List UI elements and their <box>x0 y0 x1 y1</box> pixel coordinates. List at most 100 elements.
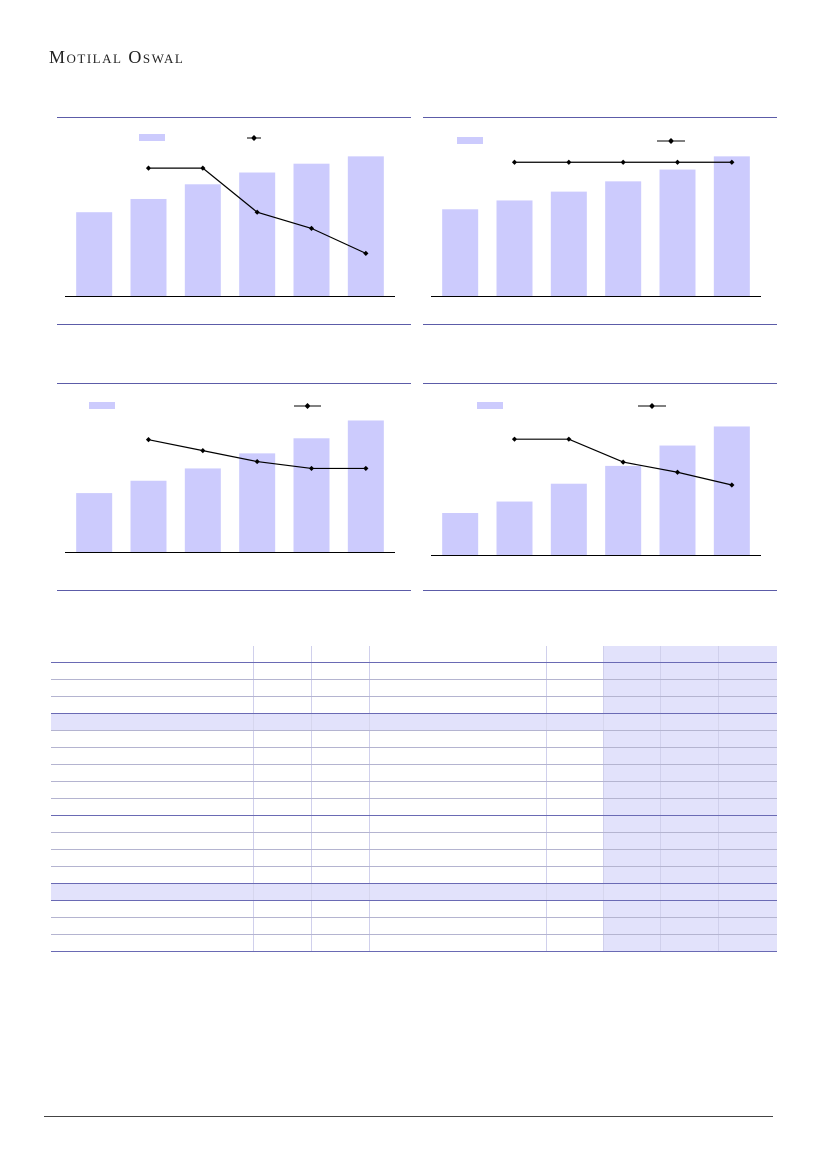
column-divider <box>660 748 661 764</box>
column-divider <box>546 884 547 900</box>
exhibit-rule <box>423 117 777 118</box>
column-divider <box>660 765 661 781</box>
column-divider <box>369 663 370 679</box>
column-divider <box>253 935 254 951</box>
table-row <box>51 850 777 867</box>
legend-bar-swatch <box>139 134 165 141</box>
estimate-column-shade <box>603 833 777 849</box>
column-divider <box>603 935 604 951</box>
exhibit-rule <box>57 383 411 384</box>
column-divider <box>603 748 604 764</box>
column-divider <box>660 884 661 900</box>
column-divider <box>718 714 719 730</box>
column-divider <box>311 680 312 696</box>
column-divider <box>311 799 312 815</box>
bar <box>605 465 642 555</box>
table-row <box>51 782 777 799</box>
table-row <box>51 833 777 850</box>
column-divider <box>603 901 604 917</box>
column-divider <box>369 714 370 730</box>
column-divider <box>369 748 370 764</box>
column-divider <box>546 663 547 679</box>
column-divider <box>546 833 547 849</box>
column-divider <box>369 935 370 951</box>
column-divider <box>718 748 719 764</box>
column-divider <box>603 867 604 883</box>
column-divider <box>660 850 661 866</box>
column-divider <box>660 782 661 798</box>
estimate-column-shade <box>603 816 777 832</box>
column-divider <box>253 765 254 781</box>
estimate-column-shade <box>603 867 777 883</box>
bar <box>347 156 384 296</box>
line-point <box>363 250 369 256</box>
bar <box>605 181 642 296</box>
column-divider <box>718 884 719 900</box>
footer-rule <box>44 1116 773 1117</box>
line-point <box>363 465 369 472</box>
column-divider <box>660 697 661 713</box>
chart-4 <box>431 402 761 556</box>
column-divider <box>660 799 661 815</box>
column-divider <box>660 833 661 849</box>
table-row <box>51 884 777 901</box>
column-divider <box>603 816 604 832</box>
line-point <box>620 159 626 165</box>
table-row <box>51 697 777 714</box>
column-divider <box>311 697 312 713</box>
column-divider <box>546 697 547 713</box>
column-divider <box>369 799 370 815</box>
column-divider <box>253 748 254 764</box>
column-divider <box>311 731 312 747</box>
column-divider <box>660 714 661 730</box>
legend-line-marker <box>649 403 655 409</box>
line-point <box>566 436 572 442</box>
column-divider <box>660 867 661 883</box>
column-divider <box>369 901 370 917</box>
column-divider <box>660 816 661 832</box>
column-divider <box>718 782 719 798</box>
column-divider <box>660 918 661 934</box>
table-row <box>51 799 777 816</box>
line-point <box>308 225 315 231</box>
legend-bar-swatch <box>477 402 503 409</box>
column-divider <box>369 765 370 781</box>
column-divider <box>603 799 604 815</box>
bar <box>550 191 587 296</box>
estimate-column-shade <box>603 850 777 866</box>
bar <box>442 209 479 296</box>
line-point <box>511 159 518 165</box>
bar <box>496 200 533 296</box>
column-divider <box>369 680 370 696</box>
column-divider <box>369 833 370 849</box>
table-row <box>51 680 777 697</box>
table-row <box>51 901 777 918</box>
column-divider <box>718 697 719 713</box>
column-divider <box>253 833 254 849</box>
column-divider <box>546 850 547 866</box>
bar <box>239 172 276 296</box>
column-divider <box>718 663 719 679</box>
bar <box>713 426 750 555</box>
line-point <box>308 465 315 472</box>
column-divider <box>603 697 604 713</box>
brand-logo: Motilal Oswal <box>49 47 185 67</box>
column-divider <box>369 782 370 798</box>
column-divider <box>603 850 604 866</box>
estimate-column-shade <box>603 731 777 747</box>
legend-line-marker <box>304 403 311 409</box>
column-divider <box>311 782 312 798</box>
line-point <box>729 159 735 165</box>
column-divider <box>253 697 254 713</box>
estimate-column-shade <box>603 748 777 764</box>
exhibit-rule <box>57 117 411 118</box>
line-point <box>145 165 152 171</box>
column-divider <box>546 816 547 832</box>
estimate-column-shade <box>603 901 777 917</box>
table-row <box>51 731 777 748</box>
financial-table <box>51 646 777 952</box>
column-divider <box>546 935 547 951</box>
table-row <box>51 714 777 731</box>
table-row <box>51 765 777 782</box>
column-divider <box>369 850 370 866</box>
